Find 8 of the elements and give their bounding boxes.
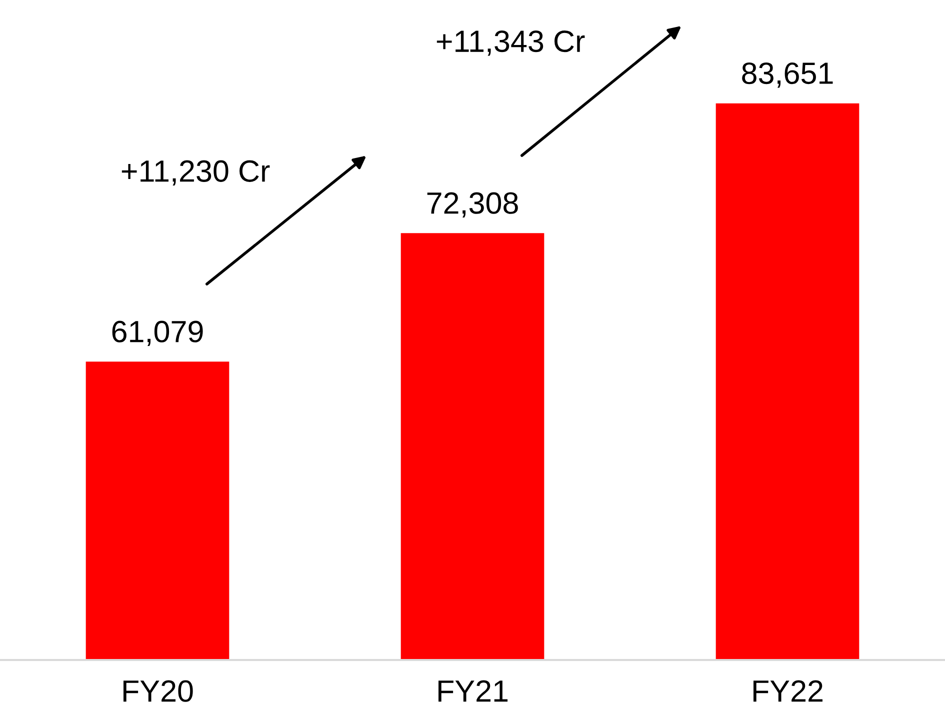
annotation: +11,230 Cr [122,160,270,186]
data-label: 61,079 [112,320,203,346]
x-tick-label: FY21 [438,680,508,702]
x-tick-label: FY22 [753,680,822,702]
x-tick-label: FY20 [123,680,193,702]
data-label: 72,308 [427,192,518,218]
data-label: 83,651 [742,62,833,88]
text: +11,343 Cr [436,30,585,56]
